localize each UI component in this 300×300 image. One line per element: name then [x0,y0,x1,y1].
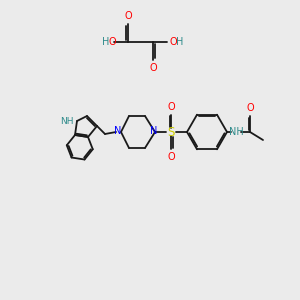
Text: NH: NH [229,127,243,137]
Text: O: O [167,102,175,112]
Text: O: O [124,11,132,21]
Text: O: O [246,103,254,113]
Text: H: H [176,37,184,47]
Text: NH: NH [60,116,74,125]
Text: N: N [114,126,122,136]
Text: H: H [102,37,110,47]
Text: O: O [169,37,177,47]
Text: S: S [167,125,175,139]
Text: O: O [108,37,116,47]
Text: O: O [149,63,157,73]
Text: O: O [167,152,175,162]
Text: N: N [150,126,158,136]
